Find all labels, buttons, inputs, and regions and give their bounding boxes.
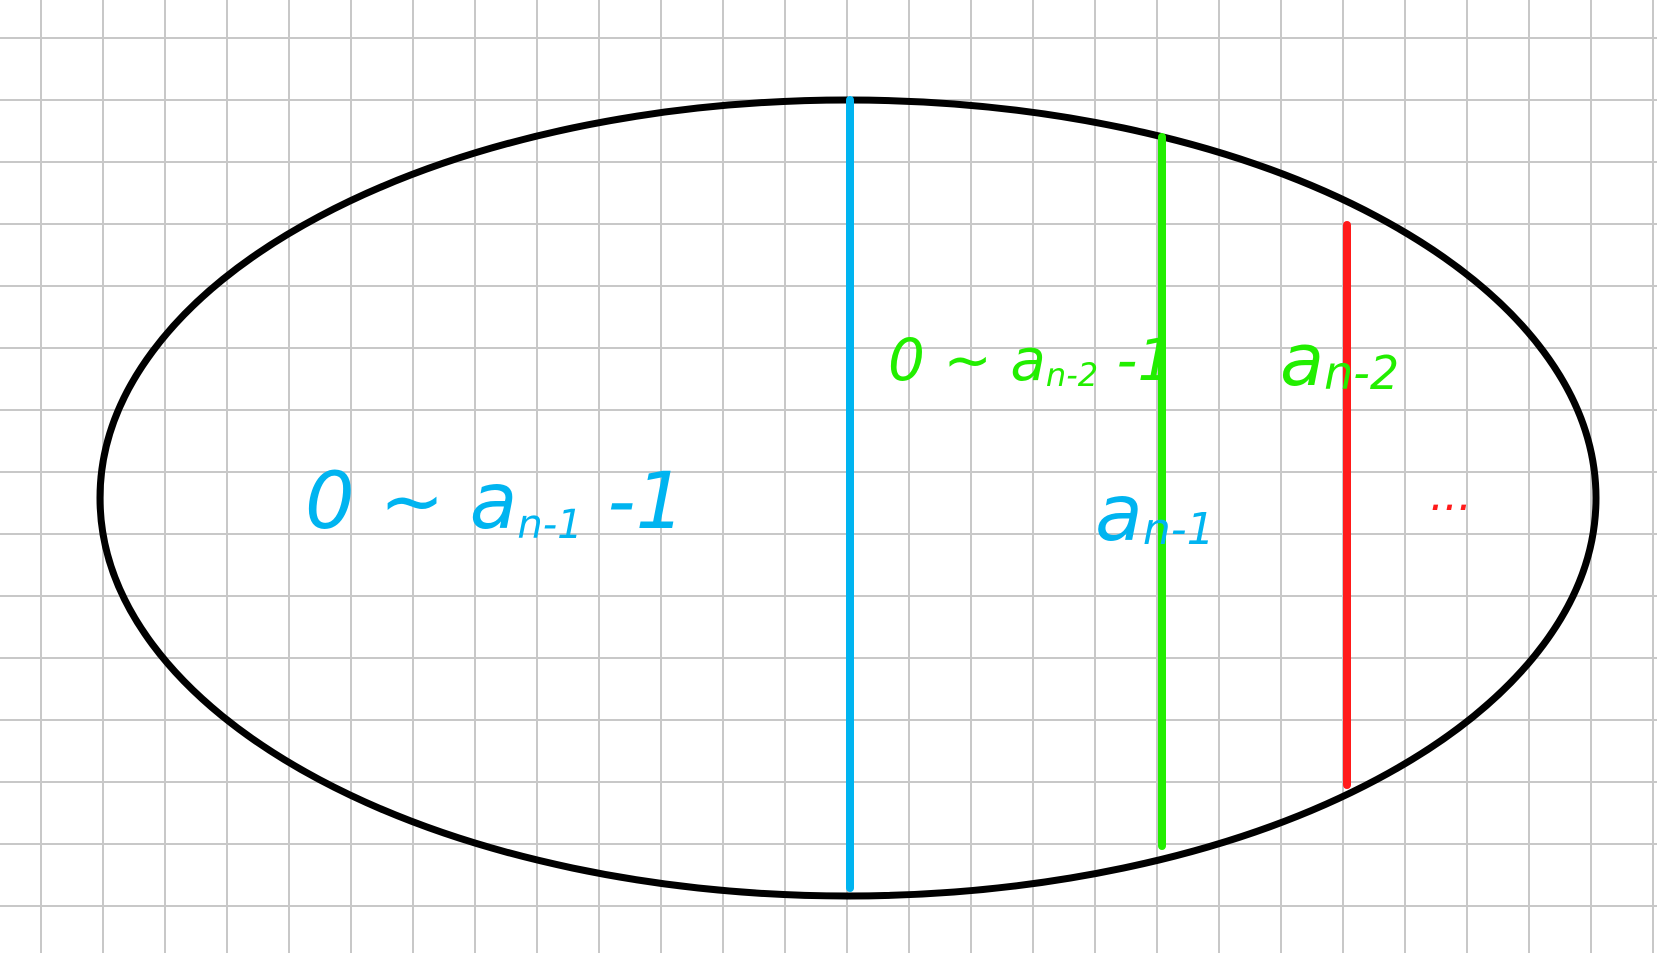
green-range-subscript: n-2 [1046,356,1098,394]
green-range-main: 0 ~ a [888,326,1046,394]
ellipsis-label: ... [1430,470,1472,521]
a-n-minus-2-main: a [1280,318,1324,402]
green-range-label: 0 ~ an-2 -1 [888,326,1174,394]
a-n-minus-1-main: a [1095,469,1143,559]
a-n-minus-1-label: an-1 [1095,469,1215,559]
a-n-minus-2-subscript: n-2 [1324,346,1399,400]
left-region-subscript: n-1 [517,502,582,548]
left-region-main: 0 ~ a [305,457,517,547]
left-region-label: 0 ~ an-1 -1 [305,457,685,548]
left-region-tail: -1 [583,457,686,547]
a-n-minus-2-label: an-2 [1280,318,1399,402]
green-range-tail: -1 [1098,326,1174,394]
a-n-minus-1-subscript: n-1 [1143,504,1215,555]
